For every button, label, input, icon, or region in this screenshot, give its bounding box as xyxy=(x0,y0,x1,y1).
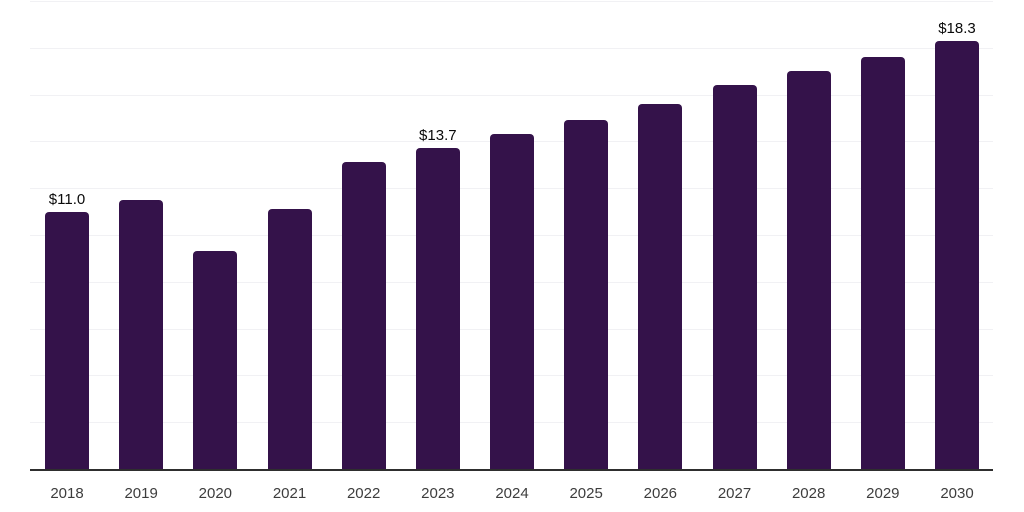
data-label-2018: $11.0 xyxy=(48,190,86,208)
x-tick-2023: 2023 xyxy=(421,485,455,502)
data-label-2023: $13.7 xyxy=(419,127,457,145)
bar-2028 xyxy=(786,71,831,469)
bar-2025 xyxy=(564,120,609,469)
x-tick-2020: 2020 xyxy=(198,485,233,502)
x-axis-line xyxy=(30,469,993,471)
x-tick-2030: 2030 xyxy=(940,485,974,502)
x-tick-2019: 2019 xyxy=(124,485,158,502)
data-label-2030: $18.3 xyxy=(938,19,976,37)
bar-2024 xyxy=(490,134,534,469)
bar-2030 xyxy=(935,40,979,469)
x-tick-2028: 2028 xyxy=(791,485,826,502)
bar-2022 xyxy=(341,162,386,469)
x-tick-2018: 2018 xyxy=(50,485,84,502)
bar-2021 xyxy=(267,209,312,469)
bar-2027 xyxy=(712,85,757,469)
bar-2020 xyxy=(193,251,238,469)
gridline-18 xyxy=(30,47,993,49)
bar-2029 xyxy=(860,57,905,469)
bar-2018 xyxy=(45,211,89,469)
gridline-16 xyxy=(30,94,993,96)
x-tick-2021: 2021 xyxy=(272,485,307,502)
x-tick-2024: 2024 xyxy=(495,485,529,502)
x-tick-2026: 2026 xyxy=(643,485,678,502)
bar-2026 xyxy=(638,103,683,469)
bar-2023 xyxy=(415,148,460,469)
x-tick-2025: 2025 xyxy=(569,485,603,502)
x-tick-2027: 2027 xyxy=(717,485,752,502)
x-tick-2022: 2022 xyxy=(346,485,381,502)
x-tick-2029: 2029 xyxy=(866,485,900,502)
bar-2019 xyxy=(119,199,164,469)
plot-area: $11.0 $13.7 $18.3 2018 2019 2020 2021 2022 2023… xyxy=(30,1,993,502)
gridline-20 xyxy=(30,1,993,2)
